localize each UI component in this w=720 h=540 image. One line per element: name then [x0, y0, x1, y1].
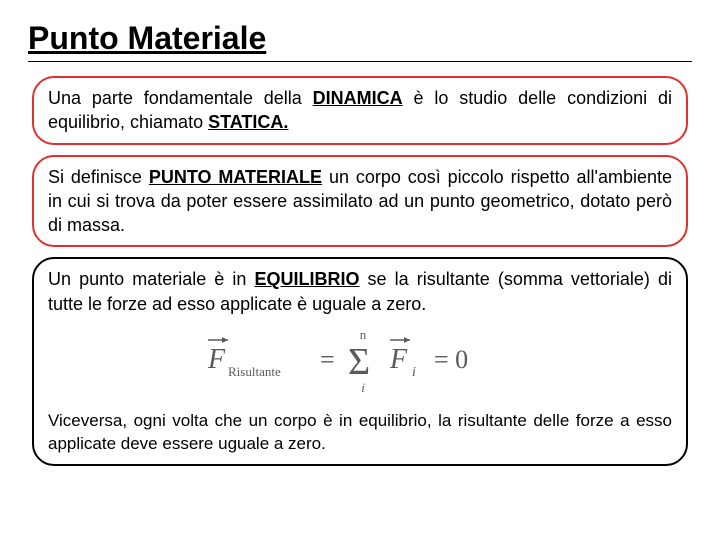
formula-sum-lower: i: [361, 380, 365, 395]
formula-rhs-sub: i: [412, 365, 416, 380]
formula-lhs-sub: Risultante: [228, 364, 281, 379]
equilibrio-paragraph-1: Un punto materiale è in EQUILIBRIO se la…: [48, 267, 672, 316]
formula-equals-zero: = 0: [434, 345, 468, 374]
keyword-equilibrio: EQUILIBRIO: [254, 269, 359, 289]
formula-lhs-F: F: [207, 344, 226, 375]
text: Un punto materiale è in: [48, 269, 254, 289]
text: Una parte fondamentale della: [48, 88, 313, 108]
definition-box-statica: Una parte fondamentale della DINAMICA è …: [32, 76, 688, 145]
keyword-dinamica: DINAMICA: [313, 88, 403, 108]
formula-sum-upper: n: [360, 327, 367, 342]
text: Si definisce: [48, 167, 149, 187]
definition-box-equilibrio: Un punto materiale è in EQUILIBRIO se la…: [32, 257, 688, 466]
equilibrio-paragraph-2: Viceversa, ogni volta che un corpo è in …: [48, 410, 672, 456]
title-underline-rule: [28, 61, 692, 62]
equilibrium-formula: F Risultante = n Σ i F i = 0: [48, 326, 672, 402]
svg-text:Σ: Σ: [348, 341, 370, 383]
page-title: Punto Materiale: [28, 20, 692, 57]
formula-rhs-F: F: [389, 344, 408, 375]
definition-box-punto-materiale: Si definisce PUNTO MATERIALE un corpo co…: [32, 155, 688, 248]
svg-text:=: =: [320, 345, 335, 374]
keyword-statica: STATICA.: [208, 112, 288, 132]
keyword-punto-materiale: PUNTO MATERIALE: [149, 167, 322, 187]
